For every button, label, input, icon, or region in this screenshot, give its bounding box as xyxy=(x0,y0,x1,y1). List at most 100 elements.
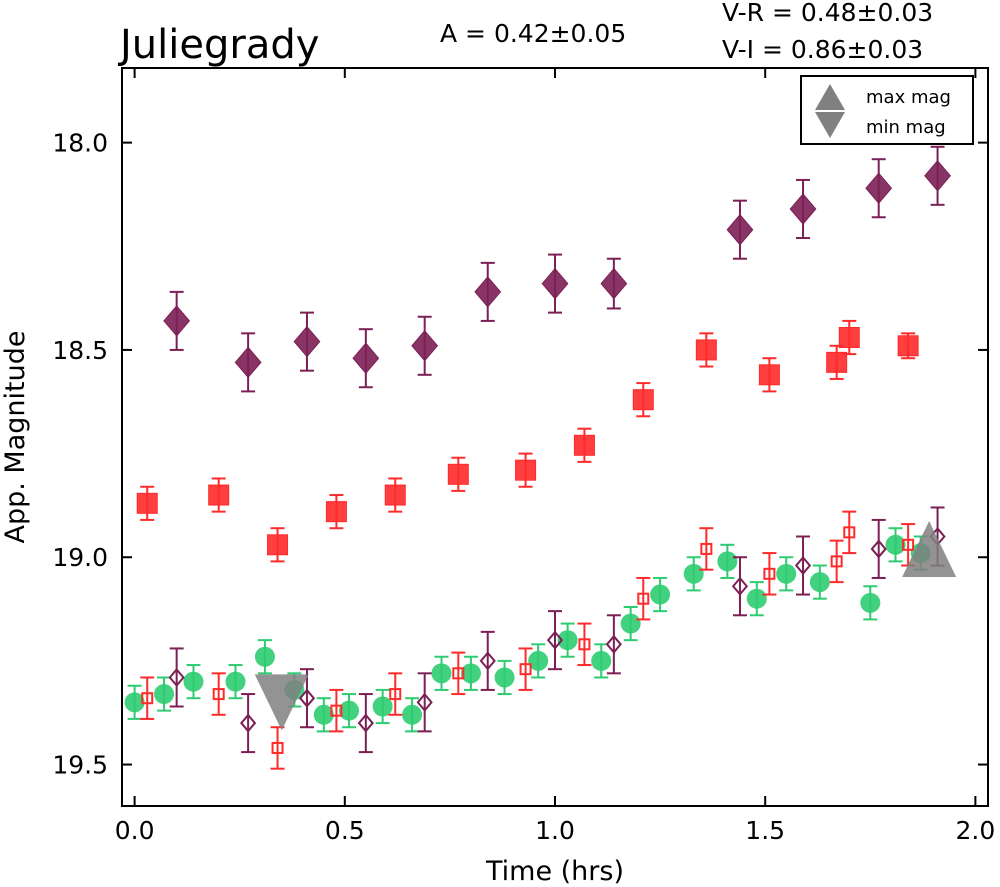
error-bar xyxy=(732,556,747,617)
data-point-square xyxy=(637,592,650,605)
data-point-square xyxy=(267,534,289,556)
data-point-square xyxy=(330,704,343,717)
data-point-diamond xyxy=(924,160,951,192)
data-point-square xyxy=(141,692,154,705)
x-tick-label: 0.0 xyxy=(115,816,155,845)
series-i xyxy=(163,145,951,393)
data-point-circle xyxy=(885,534,906,555)
data-point-diamond xyxy=(731,576,749,596)
data-point-diamond xyxy=(541,267,569,300)
data-point-circle xyxy=(557,630,578,651)
data-point-square xyxy=(632,389,654,411)
data-point-square xyxy=(578,638,591,651)
data-point-diamond xyxy=(352,342,380,374)
plot-area xyxy=(124,145,957,770)
legend: max mag min mag xyxy=(800,75,974,145)
data-point-square xyxy=(271,741,284,754)
series-r xyxy=(136,319,919,563)
error-bar xyxy=(417,672,432,733)
plot-frame xyxy=(121,67,989,807)
data-point-square xyxy=(208,484,230,506)
data-point-circle xyxy=(776,563,797,584)
data-point-square xyxy=(447,463,469,485)
data-point-circle xyxy=(809,572,830,593)
y-tick-label: 18.0 xyxy=(52,129,108,158)
data-point-circle xyxy=(124,692,145,713)
data-point-circle xyxy=(650,584,671,605)
chart-title: Juliegrady xyxy=(117,22,319,68)
data-point-circle xyxy=(746,588,767,609)
error-bar xyxy=(796,535,811,596)
data-point-diamond xyxy=(234,346,262,379)
legend-min-mag-triangle-down-icon xyxy=(815,112,845,138)
data-point-square xyxy=(515,459,537,481)
data-point-square xyxy=(452,667,465,680)
data-point-diamond xyxy=(168,667,185,688)
error-bar xyxy=(842,510,857,555)
data-point-diamond xyxy=(546,630,564,650)
data-point-diamond xyxy=(416,692,433,712)
error-bar xyxy=(169,647,184,708)
data-point-circle xyxy=(494,667,515,688)
legend-label-min-mag: min mag xyxy=(866,117,946,138)
max-mag-triangle-up-icon xyxy=(902,520,957,577)
v-i-color-label: V-I = 0.86±0.03 xyxy=(722,35,923,64)
data-point-circle xyxy=(431,663,452,684)
data-point-diamond xyxy=(357,713,374,733)
data-point-square xyxy=(763,567,776,580)
data-point-diamond xyxy=(726,213,754,246)
data-point-diamond xyxy=(479,651,496,671)
data-point-square xyxy=(897,335,919,357)
min-mag-triangle-down-icon xyxy=(254,674,309,731)
data-point-square xyxy=(384,484,406,506)
data-point-circle xyxy=(254,646,275,667)
amplitude-label: A = 0.42±0.05 xyxy=(440,19,626,48)
error-bar xyxy=(329,688,344,733)
legend-label-max-mag: max mag xyxy=(866,87,951,108)
y-axis-label: App. Magnitude xyxy=(0,331,31,544)
data-point-circle xyxy=(225,671,246,692)
error-bar xyxy=(606,614,621,675)
data-point-circle xyxy=(339,700,360,721)
x-tick-label: 1.5 xyxy=(745,816,785,845)
data-point-diamond xyxy=(474,276,502,308)
data-point-circle xyxy=(183,671,204,692)
error-bar xyxy=(241,693,256,754)
data-point-circle xyxy=(313,704,334,725)
v-r-color-label: V-R = 0.48±0.03 xyxy=(722,0,933,27)
y-tick-label: 19.5 xyxy=(52,751,108,780)
data-point-square xyxy=(843,526,856,539)
y-tick-label: 18.5 xyxy=(52,336,108,365)
data-point-circle xyxy=(683,563,704,584)
error-bar xyxy=(548,610,562,671)
data-point-diamond xyxy=(293,325,321,358)
x-tick-label: 0.5 xyxy=(325,816,365,845)
data-point-square xyxy=(902,538,915,551)
data-point-diamond xyxy=(411,330,439,362)
data-point-diamond xyxy=(789,193,817,225)
data-point-diamond xyxy=(298,688,316,708)
data-point-square xyxy=(695,339,717,361)
data-point-diamond xyxy=(794,555,812,576)
data-point-square xyxy=(838,326,860,348)
x-tick-label: 2.0 xyxy=(956,816,996,845)
data-point-circle xyxy=(591,650,612,671)
x-tick-label: 1.0 xyxy=(535,816,575,845)
data-point-circle xyxy=(460,663,481,684)
data-point-square xyxy=(826,351,848,373)
error-bar xyxy=(699,527,714,571)
data-point-diamond xyxy=(163,305,191,337)
error-bar xyxy=(762,552,777,596)
data-point-circle xyxy=(620,613,641,634)
data-point-square xyxy=(573,434,595,456)
error-bar xyxy=(829,539,844,584)
data-point-diamond xyxy=(240,713,257,733)
data-point-square xyxy=(830,555,843,568)
error-bar xyxy=(480,630,495,691)
axis-ticks: 0.0 0.5 1.0 1.5 2.0 18.0 18.5 19.0 19.5 xyxy=(52,68,995,845)
error-bar xyxy=(358,693,373,754)
data-point-square xyxy=(212,688,225,701)
series-i-offset xyxy=(168,506,946,754)
data-point-circle xyxy=(528,650,549,671)
data-point-square xyxy=(325,501,347,523)
